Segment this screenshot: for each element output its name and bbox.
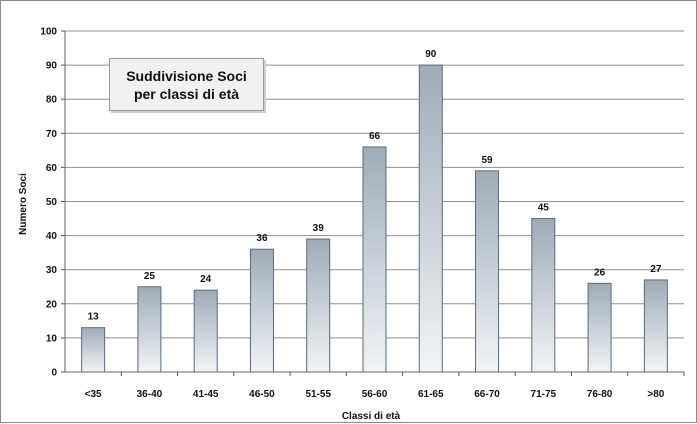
bar-value-label: 90 <box>425 49 437 60</box>
bar-value-label: 13 <box>88 312 100 323</box>
bar-value-label: 25 <box>144 271 156 282</box>
x-category-label: 76-80 <box>587 389 613 400</box>
x-category-label: 41-45 <box>193 389 219 400</box>
bar-value-label: 27 <box>650 264 662 275</box>
x-category-label: 51-55 <box>305 389 331 400</box>
bar-4 <box>306 238 331 373</box>
bars <box>81 64 668 373</box>
bar-value-label: 26 <box>594 267 606 278</box>
y-tick-label: 70 <box>46 129 58 140</box>
bar-0 <box>81 327 106 373</box>
x-category-label: 36-40 <box>137 389 163 400</box>
bar-10 <box>643 279 668 373</box>
labels: 0 10 20 30 40 50 60 70 80 90 100 13 <35 25 36-40 24 41-4… <box>40 27 664 401</box>
bar-value-label: 59 <box>481 155 493 166</box>
bar-8 <box>531 218 556 373</box>
x-category-label: 56-60 <box>362 389 388 400</box>
chart-title-line-1: Suddivisione Soci <box>126 67 247 84</box>
bar-5 <box>362 146 387 373</box>
x-category-label: >80 <box>647 389 664 400</box>
y-tick-label: 60 <box>46 163 58 174</box>
x-category-label: <35 <box>85 389 102 400</box>
bar-9 <box>587 282 612 373</box>
bar-value-label: 39 <box>313 223 325 234</box>
bar-6 <box>418 64 443 373</box>
x-category-label: 66-70 <box>474 389 500 400</box>
y-tick-label: 30 <box>46 265 58 276</box>
x-axis-title: Classi di età <box>342 411 401 422</box>
y-tick-label: 100 <box>40 27 57 38</box>
y-tick-label: 0 <box>51 368 57 379</box>
y-tick-label: 50 <box>46 197 58 208</box>
y-tick-label: 20 <box>46 299 58 310</box>
x-category-label: 71-75 <box>531 389 557 400</box>
bar-value-label: 45 <box>538 203 550 214</box>
y-tick-label: 40 <box>46 231 58 242</box>
y-tick-label: 90 <box>46 61 58 72</box>
chart-title-line-2: per classi di età <box>133 85 240 102</box>
y-tick-label: 10 <box>46 333 58 344</box>
y-axis-title: Numero Soci <box>18 173 29 235</box>
chart-title-box: Suddivisione Soci per classi di età <box>109 58 264 111</box>
y-tick-label: 80 <box>46 95 58 106</box>
x-category-label: 46-50 <box>249 389 275 400</box>
bar-2 <box>193 289 218 373</box>
x-category-label: 61-65 <box>418 389 444 400</box>
bar-1 <box>137 286 162 373</box>
bar-value-label: 24 <box>200 274 212 285</box>
bar-value-label: 36 <box>256 233 268 244</box>
bar-value-label: 66 <box>369 131 381 142</box>
bar-3 <box>249 248 274 373</box>
bar-7 <box>475 170 500 373</box>
